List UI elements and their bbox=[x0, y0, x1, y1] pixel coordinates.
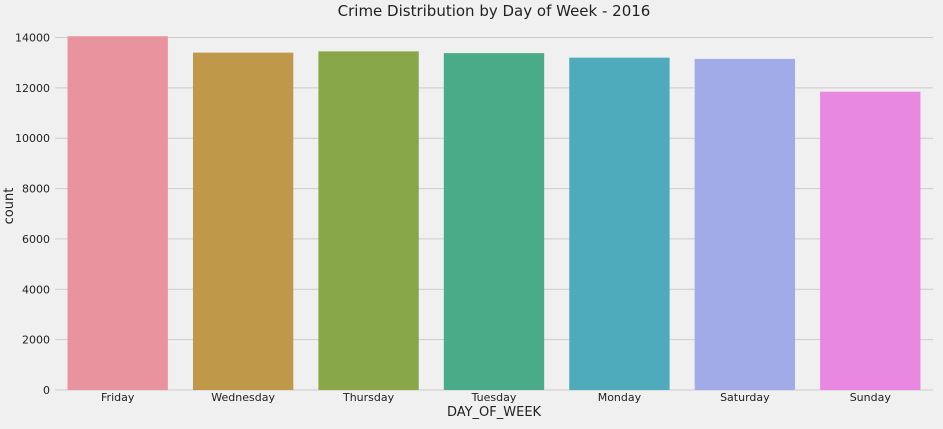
x-tick-label-wednesday: Wednesday bbox=[211, 391, 275, 404]
y-tick-label: 14000 bbox=[15, 32, 50, 45]
y-tick-labels: 0 2000 4000 6000 8000 10000 12000 14000 bbox=[15, 32, 50, 397]
bar-saturday bbox=[694, 58, 796, 391]
y-tick-label: 8000 bbox=[22, 183, 50, 196]
x-tick-label-monday: Monday bbox=[598, 391, 642, 404]
x-tick-label-saturday: Saturday bbox=[720, 391, 770, 404]
bar-sunday bbox=[820, 91, 921, 391]
chart-title: Crime Distribution by Day of Week - 2016 bbox=[338, 2, 651, 20]
x-tick-label-tuesday: Tuesday bbox=[471, 391, 517, 404]
x-tick-label-thursday: Thursday bbox=[342, 391, 395, 404]
y-axis-label: count bbox=[2, 188, 17, 225]
x-tick-labels: Friday Wednesday Thursday Tuesday Monday Satu… bbox=[101, 391, 891, 404]
bar-tuesday bbox=[443, 53, 545, 391]
y-tick-label: 4000 bbox=[22, 283, 50, 296]
bar-friday bbox=[67, 36, 168, 391]
bars-group bbox=[67, 36, 921, 391]
bar-thursday bbox=[318, 51, 419, 391]
x-axis-label: DAY_OF_WEEK bbox=[447, 405, 542, 420]
y-tick-label: 12000 bbox=[15, 82, 50, 95]
y-tick-label: 0 bbox=[43, 384, 50, 397]
y-tick-label: 2000 bbox=[22, 334, 50, 347]
y-tick-label: 10000 bbox=[15, 132, 50, 145]
x-tick-label-friday: Friday bbox=[101, 391, 135, 404]
y-tick-label: 6000 bbox=[22, 233, 50, 246]
bar-monday bbox=[569, 57, 670, 390]
bar-wednesday bbox=[192, 52, 294, 390]
x-tick-label-sunday: Sunday bbox=[850, 391, 892, 404]
